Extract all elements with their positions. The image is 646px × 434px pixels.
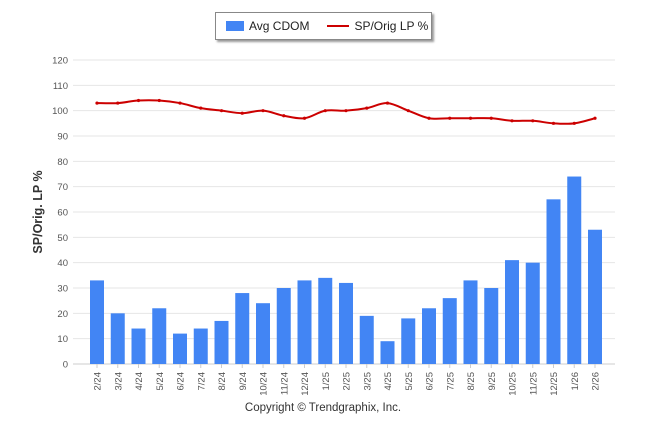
bar [463, 280, 478, 364]
line-point [95, 101, 99, 105]
line-point [531, 119, 535, 123]
bar [588, 229, 602, 364]
line-point [365, 106, 369, 110]
x-tick-label: 8/25 [466, 372, 477, 391]
y-tick-label: 70 [57, 182, 68, 193]
bar [256, 303, 270, 364]
x-tick-label: 1/26 [570, 372, 581, 391]
legend-label-splp: SP/Orig LP % [354, 19, 429, 33]
x-tick-label: 2/26 [591, 372, 602, 391]
line-point [468, 116, 473, 120]
bar [173, 333, 187, 364]
bar [214, 320, 229, 364]
line-point [385, 101, 390, 105]
line-point [344, 109, 348, 113]
bar [276, 288, 291, 364]
bar [131, 328, 146, 364]
line-point [406, 109, 410, 113]
x-tick-label: 4/24 [134, 372, 145, 391]
y-tick-label: 90 [57, 132, 68, 143]
line-point [302, 116, 307, 120]
y-tick-label: 110 [53, 81, 68, 92]
line-point [323, 109, 327, 113]
bar [235, 293, 250, 364]
line-point [219, 109, 224, 113]
legend-swatch-bar [226, 21, 244, 31]
bar [339, 282, 353, 364]
x-tick-label: 4/25 [383, 372, 394, 391]
line-point [427, 116, 431, 120]
legend-label-cdom: Avg CDOM [249, 19, 310, 33]
legend: Avg CDOM SP/Orig LP % [215, 12, 432, 40]
x-tick-label: 5/24 [155, 372, 166, 391]
bar [484, 288, 499, 364]
bar [152, 308, 167, 364]
line-point [157, 98, 161, 103]
line-point [199, 106, 203, 110]
x-tick-label: 6/25 [425, 372, 436, 391]
x-tick-label: 2/25 [342, 372, 353, 391]
x-tick-label: 6/24 [176, 372, 187, 391]
x-tick-label: 3/25 [362, 372, 373, 391]
copyright: Copyright © Trendgraphix, Inc. [244, 402, 402, 414]
y-tick-label: 30 [57, 284, 68, 295]
bar [90, 280, 104, 364]
x-tick-label: 8/24 [217, 372, 228, 391]
x-tick-label: 10/25 [508, 372, 519, 396]
x-tick-label: 12/24 [300, 372, 311, 396]
x-tick-label: 9/24 [238, 372, 249, 391]
bar [318, 277, 333, 364]
x-tick-label: 12/25 [549, 372, 560, 396]
bar [401, 318, 416, 364]
bar [442, 298, 457, 364]
x-tick-label: 5/25 [404, 372, 415, 391]
line-point [572, 121, 576, 125]
bar [110, 313, 125, 364]
x-tick-label: 7/24 [196, 372, 207, 391]
line-point [593, 116, 597, 120]
bar [567, 176, 582, 364]
line-point [282, 114, 286, 118]
y-tick-label: 100 [52, 106, 68, 117]
x-tick-label: 11/25 [528, 372, 539, 395]
x-tick-label: 3/24 [113, 372, 124, 391]
y-tick-label: 50 [57, 233, 68, 244]
x-tick-label: 11/24 [279, 372, 290, 395]
line-point [116, 101, 120, 105]
bar [380, 341, 395, 364]
line-point [261, 109, 265, 113]
y-tick-label: 80 [57, 157, 68, 168]
x-tick-label: 7/25 [445, 372, 456, 391]
line-point [240, 111, 244, 115]
y-tick-label: 10 [57, 334, 68, 345]
y-tick-label: 120 [52, 56, 68, 67]
line-point [510, 119, 514, 123]
bar [297, 280, 312, 364]
line-point [448, 116, 452, 120]
y-tick-label: 20 [57, 309, 68, 320]
x-tick-label: 2/24 [93, 372, 104, 391]
bar [505, 260, 519, 364]
x-tick-label: 9/25 [487, 372, 498, 391]
x-tick-label: 10/24 [259, 372, 270, 396]
x-tick-label: 1/25 [321, 372, 332, 391]
bar [193, 328, 208, 364]
legend-swatch-line [327, 25, 350, 27]
y-tick-label: 60 [57, 208, 68, 219]
line-point [136, 98, 141, 103]
bar [422, 308, 436, 364]
line-point [551, 121, 556, 125]
y-tick-label: 0 [63, 360, 68, 371]
line-point [489, 116, 493, 120]
y-tick-label: 40 [57, 258, 68, 269]
bar [546, 199, 561, 364]
bar [525, 262, 540, 364]
line-point [178, 101, 182, 105]
bar [359, 315, 374, 364]
